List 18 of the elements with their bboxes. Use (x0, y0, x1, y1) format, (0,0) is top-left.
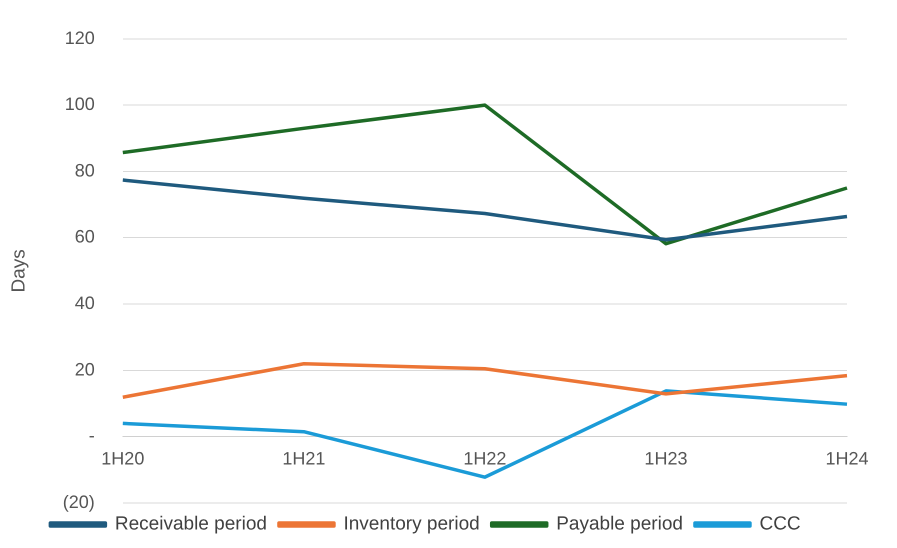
legend-label: Receivable period (114, 514, 267, 535)
y-tick-label: 120 (64, 28, 95, 48)
legend-label: CCC (759, 514, 801, 535)
x-tick-label: 1H24 (825, 448, 869, 468)
y-tick-label: 80 (74, 160, 95, 180)
y-tick-label: 40 (74, 293, 95, 314)
legend-label: Inventory period (343, 514, 480, 535)
y-tick-label: (20) (62, 492, 95, 512)
x-tick-label: 1H20 (101, 448, 144, 468)
x-tick-label: 1H21 (282, 448, 326, 468)
y-tick-label: 20 (74, 359, 95, 380)
legend-label: Payable period (556, 514, 683, 535)
y-tick-label: - (88, 426, 95, 446)
y-tick-label: 100 (64, 94, 95, 114)
x-tick-label: 1H23 (644, 448, 688, 468)
y-tick-label: 60 (74, 226, 95, 247)
x-tick-label: 1H22 (463, 448, 506, 468)
y-axis-title: Days (8, 249, 30, 293)
